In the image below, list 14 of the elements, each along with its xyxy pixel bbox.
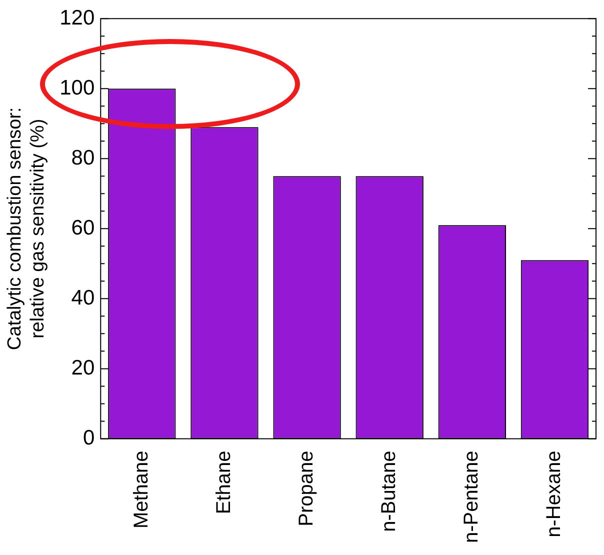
x-tick-label: Propane	[296, 450, 318, 526]
x-tick-label: n-Butane	[378, 450, 400, 532]
y-tick-label: 20	[71, 356, 95, 380]
y-tick-label: 120	[60, 6, 95, 30]
y-tick-label: 40	[71, 286, 95, 310]
y-tick-label: 60	[71, 216, 95, 240]
y-tick-label: 80	[71, 146, 95, 170]
x-tick-label: Methane	[130, 450, 152, 529]
y-tick-label: 0	[82, 426, 95, 450]
x-tick-label: Ethane	[212, 450, 235, 514]
y-tick-label: 100	[60, 76, 95, 100]
x-tick-label: n-Hexane	[543, 450, 566, 538]
y-axis-title: Catalytic combustion sensor: relative gas sensitivity (%)	[4, 107, 48, 350]
x-tick-label: n-Pentane	[460, 450, 483, 543]
